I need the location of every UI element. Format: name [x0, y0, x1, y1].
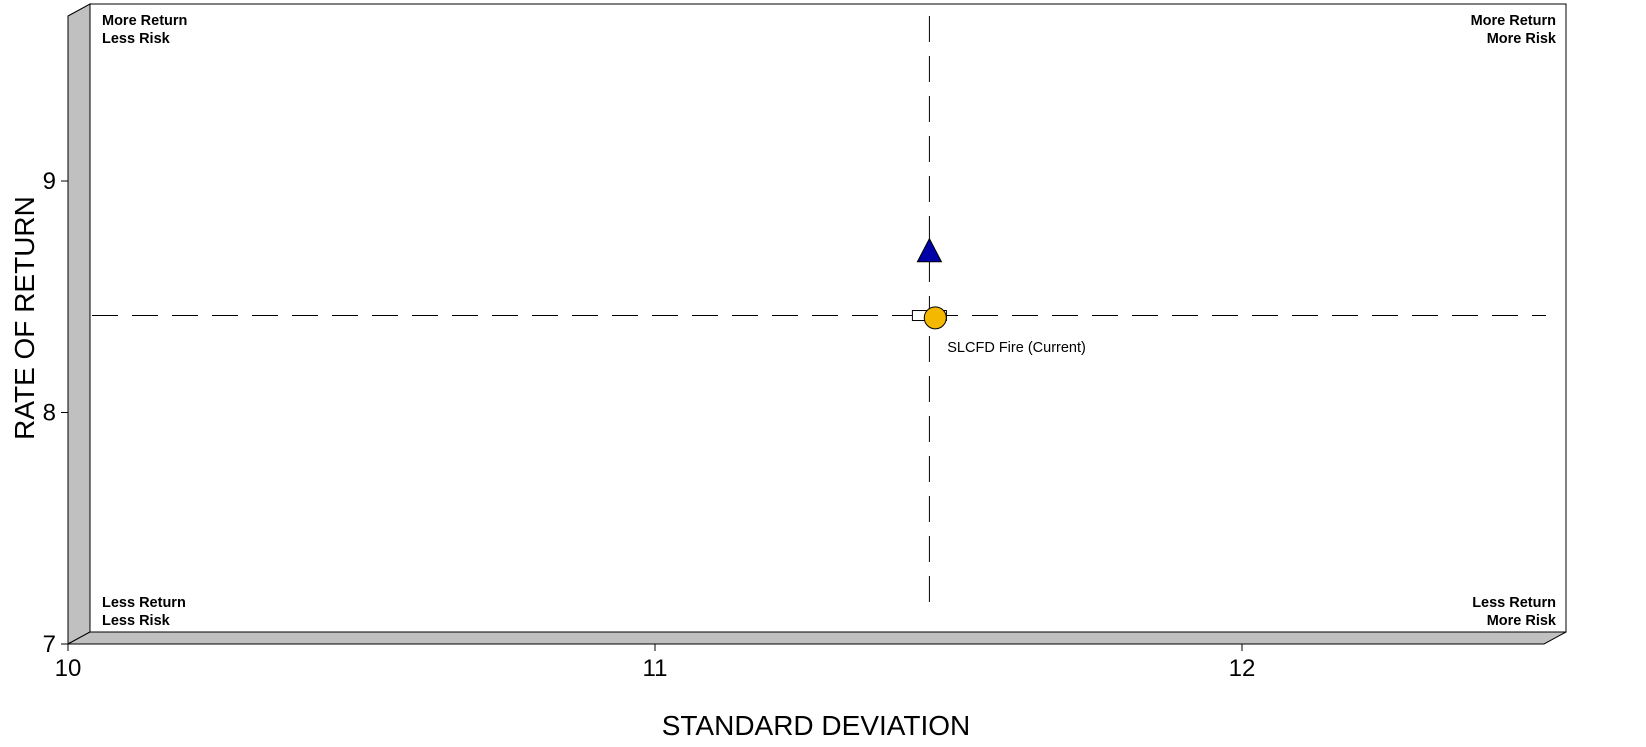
quadrant-label-top-left-2: Less Risk	[102, 31, 171, 47]
quadrant-label-top-right-2: More Risk	[1487, 31, 1557, 47]
data-point-circle	[923, 306, 947, 330]
y-axis-title: RATE OF RETURN	[9, 196, 40, 440]
y-tick-label: 8	[43, 400, 56, 427]
data-point-label: SLCFD Fire (Current)	[947, 340, 1086, 356]
quadrant-label-top-right-1: More Return	[1471, 13, 1556, 29]
quadrant-label-bottom-right-1: Less Return	[1472, 595, 1556, 611]
x-tick-label: 11	[643, 655, 668, 682]
floor-wall	[67, 631, 1567, 645]
x-tick-label: 12	[1229, 655, 1256, 682]
y-tick-label: 9	[43, 168, 56, 195]
x-axis-ticks: 10 11 12	[55, 644, 1256, 682]
quadrant-label-bottom-left-2: Less Risk	[102, 613, 171, 629]
data-point-triangle	[916, 237, 943, 263]
plot-area	[89, 3, 1567, 633]
y-tick-label: 7	[43, 631, 56, 658]
data-points: SLCFD Fire (Current)	[911, 237, 1086, 356]
quadrant-label-top-left-1: More Return	[102, 13, 187, 29]
x-tick-label: 10	[55, 655, 82, 682]
quadrant-label-bottom-left-1: Less Return	[102, 595, 186, 611]
left-wall	[67, 3, 91, 645]
x-axis-title: STANDARD DEVIATION	[662, 710, 971, 741]
quadrant-label-bottom-right-2: More Risk	[1487, 613, 1557, 629]
y-axis-ticks: 7 8 9	[43, 168, 68, 658]
